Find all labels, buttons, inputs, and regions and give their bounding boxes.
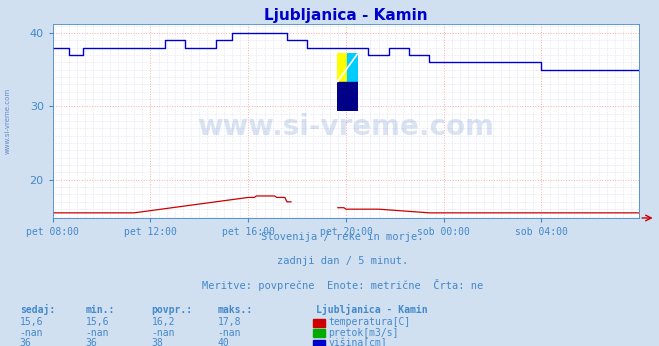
Text: -nan: -nan — [217, 328, 241, 338]
Text: 36: 36 — [20, 338, 32, 346]
Text: Meritve: povprečne  Enote: metrične  Črta: ne: Meritve: povprečne Enote: metrične Črta:… — [202, 280, 483, 291]
Text: Slovenija / reke in morje.: Slovenija / reke in morje. — [262, 232, 424, 242]
Text: temperatura[C]: temperatura[C] — [328, 318, 411, 327]
Text: povpr.:: povpr.: — [152, 305, 192, 315]
Text: -nan: -nan — [20, 328, 43, 338]
Text: -nan: -nan — [152, 328, 175, 338]
Text: pretok[m3/s]: pretok[m3/s] — [328, 328, 399, 338]
Text: 17,8: 17,8 — [217, 318, 241, 327]
Text: 40: 40 — [217, 338, 229, 346]
Text: 15,6: 15,6 — [86, 318, 109, 327]
Text: 16,2: 16,2 — [152, 318, 175, 327]
Text: maks.:: maks.: — [217, 305, 252, 315]
Text: www.si-vreme.com: www.si-vreme.com — [198, 113, 494, 141]
Text: 38: 38 — [152, 338, 163, 346]
Text: www.si-vreme.com: www.si-vreme.com — [5, 88, 11, 154]
Text: -nan: -nan — [86, 328, 109, 338]
Text: Ljubljanica - Kamin: Ljubljanica - Kamin — [316, 304, 428, 315]
Text: 36: 36 — [86, 338, 98, 346]
Text: zadnji dan / 5 minut.: zadnji dan / 5 minut. — [277, 256, 409, 266]
Text: višina[cm]: višina[cm] — [328, 338, 387, 346]
Text: min.:: min.: — [86, 305, 115, 315]
Text: sedaj:: sedaj: — [20, 304, 55, 315]
Text: 15,6: 15,6 — [20, 318, 43, 327]
Title: Ljubljanica - Kamin: Ljubljanica - Kamin — [264, 8, 428, 23]
